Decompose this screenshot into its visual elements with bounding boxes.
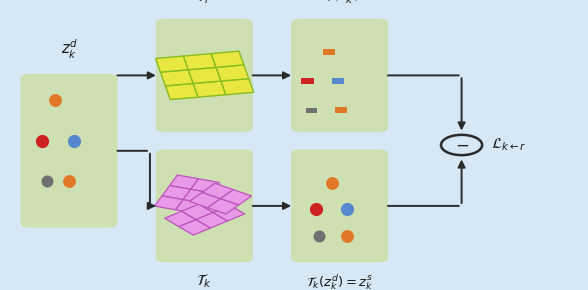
Polygon shape xyxy=(220,190,252,205)
Polygon shape xyxy=(179,220,211,235)
Polygon shape xyxy=(155,196,183,210)
Polygon shape xyxy=(165,211,196,227)
FancyBboxPatch shape xyxy=(291,19,388,132)
Polygon shape xyxy=(221,79,253,95)
Text: $z_k^d$: $z_k^d$ xyxy=(61,38,78,61)
Bar xyxy=(335,107,347,113)
Polygon shape xyxy=(188,67,221,84)
FancyBboxPatch shape xyxy=(156,149,253,262)
Polygon shape xyxy=(202,183,233,199)
Bar xyxy=(306,108,317,113)
Text: $\mathcal{T}_r$: $\mathcal{T}_r$ xyxy=(197,0,212,6)
Polygon shape xyxy=(193,81,226,97)
Polygon shape xyxy=(183,54,216,70)
Bar xyxy=(332,78,344,84)
Point xyxy=(50,98,59,102)
Polygon shape xyxy=(189,192,220,208)
Polygon shape xyxy=(183,189,212,203)
Polygon shape xyxy=(182,204,213,220)
Point xyxy=(342,206,352,211)
Point xyxy=(315,234,324,239)
Point xyxy=(38,138,47,143)
Polygon shape xyxy=(216,65,249,81)
Point xyxy=(42,179,52,184)
Point xyxy=(65,179,74,184)
Polygon shape xyxy=(213,205,245,221)
Polygon shape xyxy=(176,200,204,214)
Polygon shape xyxy=(208,199,239,214)
FancyBboxPatch shape xyxy=(21,74,118,228)
Text: $\mathcal{T}_r(z_k^d)$: $\mathcal{T}_r(z_k^d)$ xyxy=(320,0,359,6)
Polygon shape xyxy=(196,213,228,228)
Text: $\mathcal{L}_{k\leftarrow r}$: $\mathcal{L}_{k\leftarrow r}$ xyxy=(491,137,526,153)
Polygon shape xyxy=(162,185,191,200)
Polygon shape xyxy=(156,56,188,72)
Point xyxy=(328,180,337,185)
FancyBboxPatch shape xyxy=(156,19,253,132)
Point xyxy=(312,206,321,211)
Polygon shape xyxy=(211,51,244,67)
Polygon shape xyxy=(161,70,193,86)
Text: $\mathcal{T}_k(z_k^d) = z_k^s$: $\mathcal{T}_k(z_k^d) = z_k^s$ xyxy=(306,273,373,290)
Text: $-$: $-$ xyxy=(455,136,469,154)
Point xyxy=(69,138,78,143)
Polygon shape xyxy=(170,175,198,189)
Polygon shape xyxy=(191,179,219,193)
Polygon shape xyxy=(199,197,230,213)
FancyBboxPatch shape xyxy=(291,149,388,262)
Text: $\mathcal{T}_k$: $\mathcal{T}_k$ xyxy=(196,273,212,290)
Point xyxy=(342,234,352,239)
Bar xyxy=(323,49,335,55)
Bar xyxy=(301,78,314,84)
Polygon shape xyxy=(165,84,198,99)
